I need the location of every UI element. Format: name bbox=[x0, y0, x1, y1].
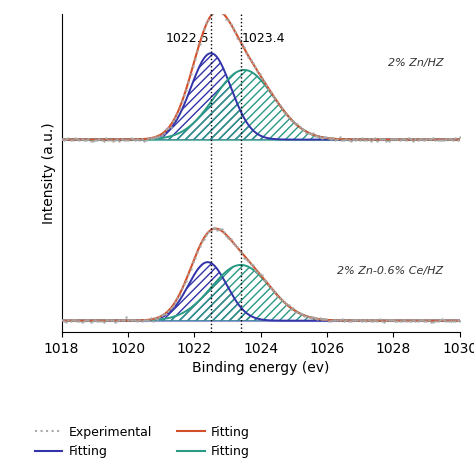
Text: 2% Zn-0.6% Ce/HZ: 2% Zn-0.6% Ce/HZ bbox=[337, 265, 443, 275]
X-axis label: Binding energy (ev): Binding energy (ev) bbox=[192, 361, 329, 375]
Text: 1023.4: 1023.4 bbox=[242, 32, 286, 45]
Legend: Experimental, Fitting, Fitting, Fitting: Experimental, Fitting, Fitting, Fitting bbox=[30, 421, 255, 463]
Text: 2% Zn/HZ: 2% Zn/HZ bbox=[388, 58, 443, 68]
Y-axis label: Intensity (a.u.): Intensity (a.u.) bbox=[42, 122, 56, 224]
Text: 1022.5: 1022.5 bbox=[165, 32, 209, 45]
